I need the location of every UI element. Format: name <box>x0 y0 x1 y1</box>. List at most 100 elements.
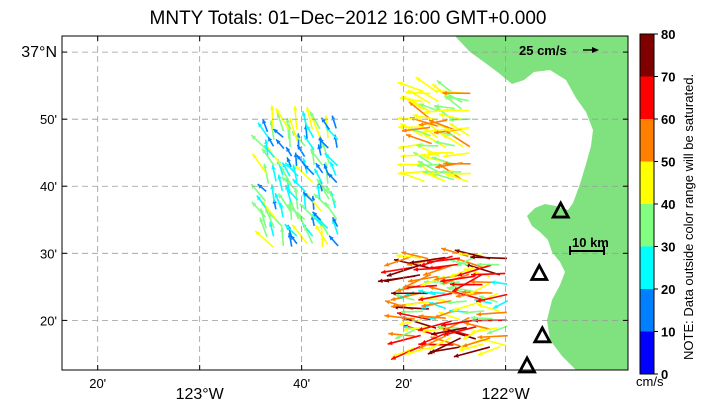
current-vector <box>314 224 329 245</box>
current-vector <box>384 255 413 267</box>
current-vector <box>416 163 440 168</box>
current-vector <box>387 334 421 346</box>
current-vector <box>321 142 331 164</box>
current-vector <box>261 118 269 133</box>
current-vector <box>316 183 321 200</box>
current-vector <box>446 171 471 177</box>
current-vector <box>291 224 308 244</box>
current-vector <box>384 274 421 283</box>
current-vector <box>461 289 493 295</box>
y-tick-label: 20' <box>40 313 57 328</box>
x-tick-label: 20' <box>395 376 412 391</box>
current-vector <box>475 293 508 303</box>
current-vector <box>433 274 462 282</box>
current-vector <box>259 217 268 238</box>
current-vector <box>274 192 283 210</box>
current-vector <box>301 111 308 129</box>
current-vector <box>443 325 477 337</box>
current-vector <box>427 150 454 155</box>
colorbar-segment <box>640 204 654 247</box>
current-vector <box>431 156 453 165</box>
current-vector <box>423 109 447 115</box>
current-vector <box>276 112 285 132</box>
current-vector <box>428 336 452 351</box>
current-vector <box>325 185 337 204</box>
current-vector <box>421 300 452 308</box>
current-vector <box>318 138 329 149</box>
reference-vector-head <box>592 47 599 53</box>
current-vector <box>324 152 339 167</box>
reference-vector-label: 25 cm/s <box>519 43 567 58</box>
current-vector <box>463 310 485 315</box>
current-vector <box>417 320 452 332</box>
current-vector <box>418 314 446 319</box>
y-tick-label: 50' <box>40 112 57 127</box>
current-vector <box>305 106 314 130</box>
current-vector <box>397 162 423 167</box>
colorbar-segment <box>640 246 654 289</box>
current-vector <box>421 329 454 345</box>
current-vector <box>272 128 284 138</box>
current-vector <box>270 184 275 202</box>
current-vector <box>428 263 460 270</box>
current-vector <box>452 302 478 312</box>
current-vector <box>476 303 500 313</box>
colorbar-tick-label: 10 <box>661 325 675 340</box>
current-vector <box>396 311 431 321</box>
scale-bar-label: 10 km <box>572 235 609 250</box>
current-vector <box>445 130 471 148</box>
y-tick-label: 37°N <box>21 44 57 61</box>
current-vector <box>305 124 315 139</box>
current-vector <box>396 253 422 259</box>
colorbar-tick-label: 50 <box>661 155 675 170</box>
coastline-land <box>455 36 628 370</box>
current-vector <box>415 76 439 94</box>
current-vector <box>293 105 298 130</box>
x-tick-label: 20' <box>89 376 106 391</box>
current-vector <box>380 266 415 275</box>
current-vector <box>257 122 269 138</box>
current-vector <box>269 105 275 130</box>
hf-radar-stations <box>517 200 571 374</box>
current-vector <box>490 280 508 285</box>
colorbar-tick-label: 70 <box>661 70 675 85</box>
current-vector <box>443 161 471 166</box>
current-vector <box>470 255 508 260</box>
colorbar-note: NOTE: Data outside color range will be s… <box>681 74 696 360</box>
current-vector <box>412 151 433 165</box>
current-vector <box>440 247 469 258</box>
current-vector <box>434 105 454 121</box>
x-tick-label: 122°W <box>482 386 531 403</box>
plot-area: 25 cm/s 10 km <box>61 35 629 374</box>
current-vector <box>257 183 267 192</box>
current-vector <box>427 337 461 355</box>
current-vector <box>442 90 471 96</box>
colorbar-tick-label: 40 <box>661 197 675 212</box>
current-vector <box>384 313 415 320</box>
current-vector <box>280 227 285 246</box>
colorbar: 0 10 20 30 40 50 60 70 80 cm/s <box>636 27 675 389</box>
current-vector <box>418 335 447 350</box>
current-vector <box>442 152 470 159</box>
current-vector <box>284 162 299 177</box>
current-vector <box>470 315 493 321</box>
graticule <box>62 36 628 370</box>
colorbar-tick-label: 0 <box>661 367 668 382</box>
x-axis-ticks: 20' 123°W 40' 20' 122°W <box>89 36 531 403</box>
colorbar-segment <box>640 331 654 374</box>
current-vector <box>323 163 330 176</box>
current-vector <box>261 148 275 166</box>
current-vector <box>476 311 507 317</box>
current-vector <box>312 211 322 221</box>
current-vector <box>446 95 469 102</box>
current-vector <box>446 300 467 305</box>
current-vector <box>441 319 476 328</box>
current-vector <box>388 331 416 338</box>
current-vector <box>285 146 293 157</box>
current-vector <box>400 153 424 159</box>
colorbar-segment <box>640 289 654 332</box>
current-vector <box>470 327 498 334</box>
current-vector <box>434 104 455 110</box>
current-vector <box>449 266 475 278</box>
